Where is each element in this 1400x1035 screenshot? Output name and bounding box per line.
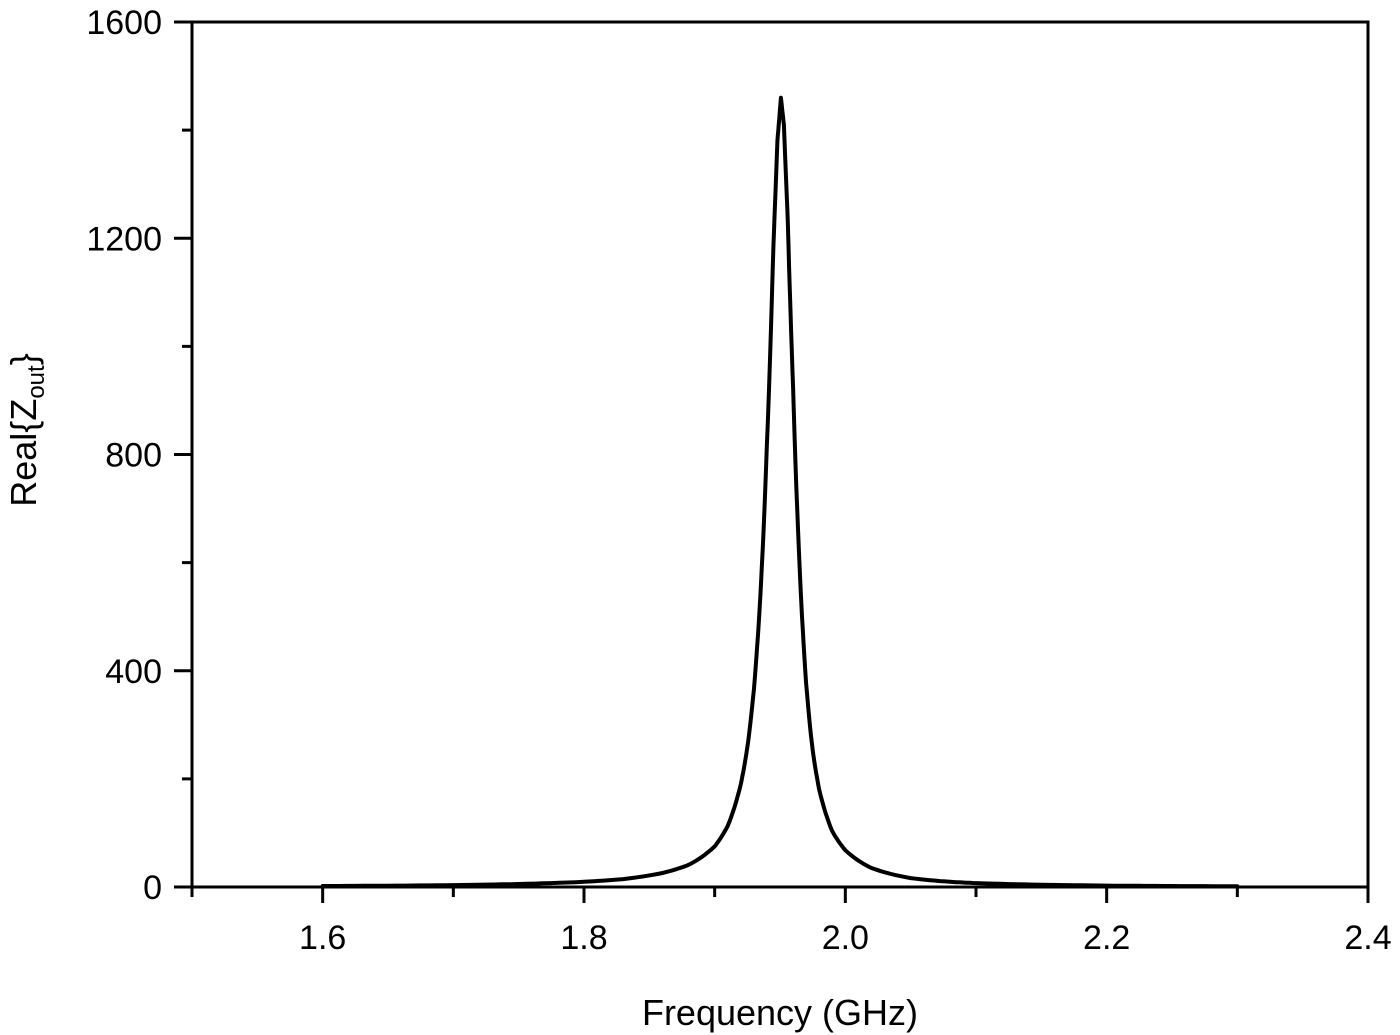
y-axis-title-prefix: Real{Z bbox=[3, 399, 44, 507]
x-tick-label: 1.8 bbox=[560, 919, 607, 957]
plot-frame bbox=[190, 20, 1370, 889]
y-axis-title-subscript: out bbox=[23, 365, 50, 399]
x-axis-title: Frequency (GHz) bbox=[642, 992, 918, 1033]
y-tick-label: 0 bbox=[143, 869, 162, 907]
y-axis-title: Real{Zout} bbox=[3, 353, 50, 506]
y-tick-label: 400 bbox=[105, 653, 162, 691]
x-tick-label: 2.4 bbox=[1344, 919, 1391, 957]
y-tick-label: 1600 bbox=[86, 4, 162, 42]
x-tick-label: 2.0 bbox=[822, 919, 869, 957]
y-axis-ticks: 0 400 800 1200 1600 bbox=[86, 4, 192, 907]
y-axis-title-suffix: } bbox=[3, 353, 44, 365]
y-tick-label: 1200 bbox=[86, 220, 162, 258]
y-tick-label: 800 bbox=[105, 437, 162, 475]
data-series-line bbox=[320, 95, 1240, 889]
x-tick-label: 1.6 bbox=[299, 919, 346, 957]
x-axis-ticks: 1.6 1.8 2.0 2.2 2.4 bbox=[190, 887, 1392, 957]
x-tick-label: 2.2 bbox=[1083, 919, 1130, 957]
plot-area-border bbox=[190, 20, 1370, 889]
